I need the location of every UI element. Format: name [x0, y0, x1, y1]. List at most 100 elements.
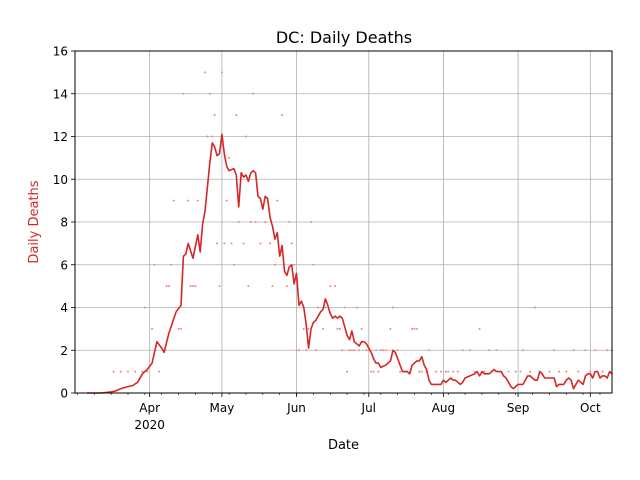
data-point: [228, 156, 231, 159]
data-point: [444, 370, 447, 373]
data-point: [167, 285, 170, 288]
y-tick-label: 10: [53, 173, 68, 187]
data-point: [507, 370, 510, 373]
data-point: [204, 71, 207, 74]
data-point: [134, 370, 137, 373]
data-point: [213, 114, 216, 117]
data-point: [488, 349, 491, 352]
data-point: [225, 199, 228, 202]
data-point: [413, 327, 416, 330]
data-point: [218, 285, 221, 288]
data-point: [211, 135, 214, 138]
data-point: [223, 242, 226, 245]
x-tick-sublabel: 2020: [134, 418, 165, 432]
data-point: [307, 327, 310, 330]
data-point: [269, 242, 272, 245]
data-point: [391, 306, 394, 309]
data-point: [589, 370, 592, 373]
data-point: [172, 199, 175, 202]
x-tick-label: May: [209, 401, 234, 415]
data-point: [377, 370, 380, 373]
data-point: [293, 263, 296, 266]
data-point: [447, 370, 450, 373]
data-point: [288, 221, 291, 223]
data-point: [247, 285, 250, 288]
data-point: [271, 285, 274, 288]
data-point: [244, 135, 247, 138]
data-point: [285, 285, 288, 288]
x-tick-label: Apr: [139, 401, 160, 415]
data-point: [440, 370, 443, 373]
data-point: [558, 370, 561, 373]
data-point: [151, 327, 154, 330]
data-point: [216, 242, 219, 245]
data-point: [305, 349, 308, 352]
data-point: [206, 135, 209, 138]
data-point: [577, 370, 580, 373]
data-point: [191, 285, 194, 288]
y-tick-label: 12: [53, 130, 68, 144]
x-tick-label: Oct: [580, 401, 601, 415]
data-point: [341, 349, 344, 352]
x-tick-label: Jun: [286, 401, 306, 415]
data-point: [297, 349, 300, 352]
y-tick-label: 14: [53, 87, 68, 101]
data-point: [375, 349, 378, 352]
data-point: [249, 221, 252, 223]
y-tick-label: 2: [60, 344, 68, 358]
data-point: [165, 285, 168, 288]
x-tick-label: Jul: [361, 401, 376, 415]
data-point: [187, 199, 190, 202]
y-axis-label: Daily Deaths: [27, 180, 42, 263]
data-point: [435, 370, 438, 373]
rolling-average-line: [87, 133, 613, 394]
data-point: [389, 327, 392, 330]
data-point: [456, 370, 459, 373]
data-point: [235, 114, 238, 117]
data-point: [196, 199, 199, 202]
data-point: [350, 349, 353, 352]
data-point: [322, 327, 325, 330]
data-point: [584, 349, 587, 352]
data-point: [338, 327, 341, 330]
data-point: [468, 349, 471, 352]
data-point: [273, 263, 276, 266]
data-point: [259, 242, 262, 245]
data-point: [146, 370, 149, 373]
data-point: [372, 370, 375, 373]
data-point: [290, 242, 293, 245]
data-point: [194, 285, 197, 288]
data-point: [220, 71, 223, 74]
data-point: [358, 349, 361, 352]
y-tick-label: 8: [60, 216, 68, 230]
data-point: [182, 92, 185, 95]
y-axis-ticks: 0 2 4 6 8 10 12 14 16: [53, 45, 75, 401]
data-point: [360, 327, 363, 330]
data-point: [384, 349, 387, 352]
data-point: [317, 306, 320, 309]
x-tick-label: Aug: [432, 401, 455, 415]
data-point: [606, 349, 609, 352]
y-tick-label: 6: [60, 258, 68, 272]
data-point: [601, 370, 604, 373]
data-point: [170, 263, 173, 266]
data-point: [396, 349, 399, 352]
data-point: [177, 327, 180, 330]
data-point: [189, 285, 192, 288]
data-point: [230, 242, 233, 245]
data-point: [514, 370, 517, 373]
series-line: [87, 133, 613, 394]
data-point: [237, 221, 240, 223]
data-point: [295, 349, 298, 352]
y-tick-label: 16: [53, 45, 68, 59]
data-point: [112, 370, 115, 373]
data-point: [208, 92, 211, 95]
data-point: [529, 370, 532, 373]
data-point: [119, 370, 122, 373]
data-point: [418, 370, 421, 373]
x-axis-ticks: Apr 2020 May Jun Jul Aug Sep Oct: [77, 393, 601, 432]
data-point: [353, 349, 356, 352]
data-point: [179, 327, 182, 330]
